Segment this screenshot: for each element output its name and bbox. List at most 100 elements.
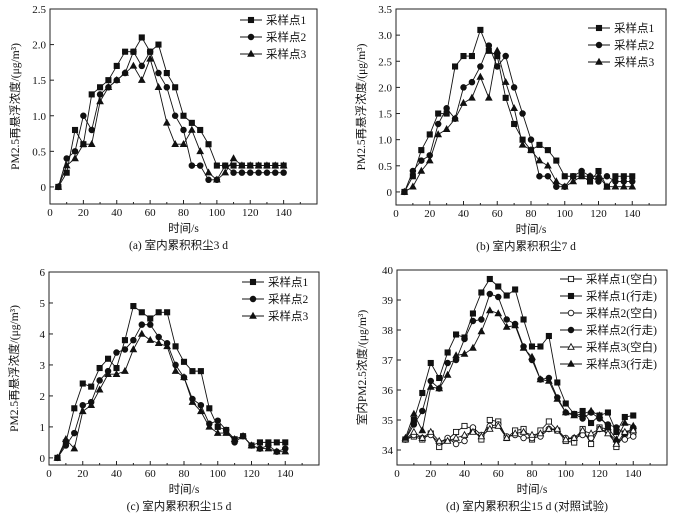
data-point [443,370,452,378]
data-point [138,309,145,316]
data-point [435,110,442,117]
legend-label: 采样点1 [614,21,654,35]
data-point [418,426,427,434]
data-point [256,439,263,446]
panel-caption: (c) 室内累积积尘15 d [127,499,232,513]
legend-marker [247,49,255,57]
data-point [113,364,120,372]
data-point [520,316,527,323]
data-point [569,177,578,185]
data-point [138,34,145,41]
x-tick-label: 40 [111,468,123,480]
data-point [400,187,409,195]
x-tick-label: 40 [459,468,471,480]
series-line [405,278,634,440]
y-axis-label: 室内PM2.5浓度/(μg/m³) [355,310,369,426]
data-point [155,69,162,77]
data-point [246,161,255,169]
data-point [468,93,476,101]
legend-label: 采样点3 [266,47,306,61]
x-tick-label: 60 [145,207,157,219]
data-point [554,379,561,386]
legend-marker [595,57,603,65]
legend-label: 采样点2 [266,30,306,44]
y-tick-label: 0.5 [32,146,46,158]
legend-marker [567,342,575,350]
series-line [405,419,634,448]
legend-marker [567,359,575,367]
data-point [442,124,451,132]
data-point [544,147,551,154]
x-tick-label: 140 [275,207,292,219]
data-point [435,384,444,392]
data-point [528,343,536,350]
data-point [255,169,262,176]
data-point [570,433,579,441]
data-point [188,119,195,126]
data-point [71,429,78,437]
data-point [188,162,196,169]
y-tick-label: 40 [382,265,394,277]
legend-marker [247,33,255,41]
x-tick-label: 0 [46,468,52,480]
data-point [154,339,163,347]
data-point [562,400,569,407]
data-point [171,366,180,374]
data-point [410,409,418,417]
y-tick-label: 35 [382,415,394,427]
data-point [263,161,271,169]
chart-panel-c: 0 20 40 60 80 100 120 140 0 1 2 3 4 5 6 时间/s PM2.5再悬浮浓度/… [7,267,320,513]
data-point [486,416,493,424]
data-point [628,182,637,190]
data-point [453,331,460,338]
y-tick-label: 37 [382,355,394,367]
data-point [477,63,484,70]
y-tick-label: 4 [40,329,46,341]
data-point [630,433,637,440]
data-point [155,41,162,48]
y-tick-label: 3.5 [378,4,392,16]
data-point [256,444,264,452]
series-line [405,425,634,445]
series-line [57,57,284,188]
data-point [612,439,621,447]
legend-marker [567,275,575,283]
data-point [434,130,443,138]
x-tick-label: 120 [243,468,260,480]
y-tick-label: 1.5 [378,109,392,121]
data-point [130,336,137,344]
data-point [510,104,518,112]
data-point [221,168,230,176]
data-point [418,157,425,164]
x-tick-label: 120 [590,208,607,220]
data-point [222,428,231,436]
data-point [214,417,221,424]
data-point [494,421,503,429]
panel-caption: (a) 室内累积积尘3 d [129,238,228,252]
data-point [263,169,271,176]
data-point [254,161,263,169]
data-point [510,84,518,91]
data-point [512,286,519,293]
data-point [537,343,544,350]
x-tick-label: 100 [210,468,227,480]
data-point [196,147,205,155]
x-tick-label: 100 [557,208,574,220]
data-point [129,61,138,69]
data-point [229,154,238,162]
data-point [460,430,469,438]
data-point [595,411,604,419]
data-point [611,182,620,190]
data-point [588,440,595,448]
x-tick-label: 60 [145,468,157,480]
data-point [561,408,570,416]
data-point [426,131,433,138]
data-point [130,303,137,310]
data-point [163,70,170,77]
data-point [162,118,171,126]
data-point [79,380,86,387]
data-point [561,435,570,443]
data-point [478,316,485,323]
legend-label: 采样点1(空白) [586,272,657,286]
